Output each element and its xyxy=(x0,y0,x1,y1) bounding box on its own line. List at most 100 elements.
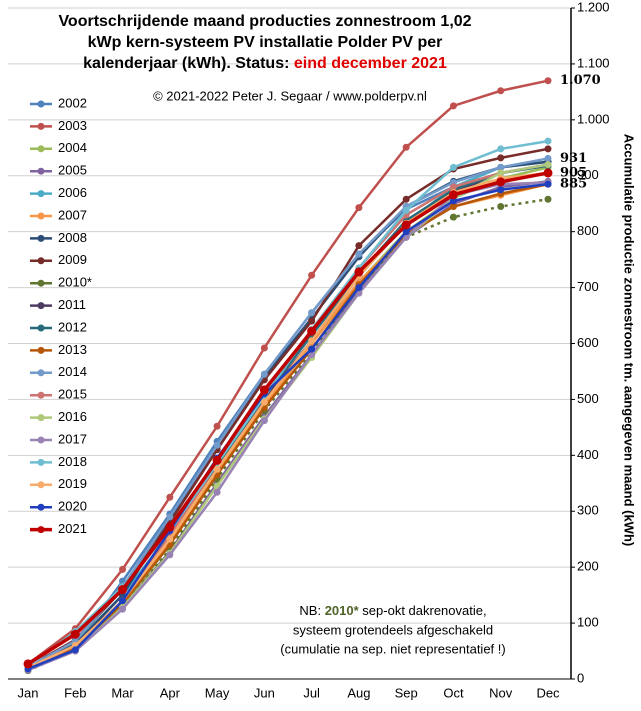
status: eind december 2021 xyxy=(294,55,447,72)
subtitle: © 2021-2022 Peter J. Segaar / www.polder… xyxy=(153,88,427,103)
data-point xyxy=(448,190,458,200)
data-point xyxy=(544,195,552,203)
legend-swatch xyxy=(37,324,45,332)
data-point xyxy=(543,168,553,178)
data-point xyxy=(118,585,128,595)
legend-label: 2014 xyxy=(58,364,87,379)
legend-label: 2003 xyxy=(58,118,87,133)
data-point xyxy=(544,145,552,153)
x-tick-label: Jul xyxy=(303,685,320,700)
legend-swatch xyxy=(37,167,45,175)
y-tick-label: 900 xyxy=(577,167,599,182)
note: NB: 2010* sep-okt dakrenovatie, xyxy=(299,603,486,618)
data-point xyxy=(308,351,316,359)
y-tick-label: 800 xyxy=(577,223,599,238)
chart-title: kalenderjaar (kWh). Status: xyxy=(83,55,294,72)
legend-swatch xyxy=(37,212,45,220)
note: NB: xyxy=(299,603,324,618)
legend-label: 2002 xyxy=(58,95,87,110)
data-point xyxy=(213,488,221,496)
data-point xyxy=(497,154,505,162)
series-line xyxy=(27,182,549,671)
y-tick-label: 100 xyxy=(577,615,599,630)
note-highlight: 2010* xyxy=(325,603,360,618)
data-point xyxy=(23,659,33,669)
legend-swatch xyxy=(37,503,45,511)
series-line xyxy=(27,182,549,671)
data-point xyxy=(449,183,457,191)
legend-label: 2008 xyxy=(58,230,87,245)
legend-label: 2010* xyxy=(58,275,92,290)
data-point xyxy=(166,513,174,521)
x-tick-label: May xyxy=(205,685,230,700)
y-tick-label: 500 xyxy=(577,391,599,406)
data-point xyxy=(119,565,127,573)
data-point xyxy=(259,385,269,395)
legend-swatch xyxy=(37,458,45,466)
data-point xyxy=(355,242,363,250)
data-point xyxy=(119,605,127,613)
data-point xyxy=(212,455,222,465)
x-tick-label: Dec xyxy=(536,685,560,700)
chart-title: kalenderjaar (kWh). Status: eind decembe… xyxy=(83,55,447,72)
x-tick-label: Oct xyxy=(443,685,464,700)
y-tick-label: 0 xyxy=(577,670,584,685)
value-label: 885 xyxy=(560,177,587,192)
y-tick-label: 300 xyxy=(577,503,599,518)
y-tick-label: 200 xyxy=(577,559,599,574)
data-point xyxy=(260,370,268,378)
y-axis-label: Accumulatie productie zonnestroom tm. aa… xyxy=(622,134,637,546)
series-line xyxy=(27,163,549,671)
legend-label: 2018 xyxy=(58,454,87,469)
series-line xyxy=(27,181,549,672)
series-line xyxy=(27,163,549,669)
series-line xyxy=(27,139,549,668)
legend-swatch xyxy=(37,369,45,377)
y-tick-label: 700 xyxy=(577,279,599,294)
series-line xyxy=(27,79,549,665)
legend-swatch xyxy=(37,414,45,422)
data-point xyxy=(449,163,457,171)
legend-swatch xyxy=(37,526,45,534)
legend-label: 2007 xyxy=(58,207,87,222)
x-tick-label: Feb xyxy=(64,685,86,700)
data-point xyxy=(401,220,411,230)
data-point xyxy=(449,102,457,110)
legend-swatch xyxy=(37,122,45,130)
legend-label: 2013 xyxy=(58,342,87,357)
x-tick-label: Jun xyxy=(254,685,275,700)
data-point xyxy=(544,137,552,145)
series-line xyxy=(27,164,549,669)
data-point xyxy=(449,197,457,205)
legend-label: 2011 xyxy=(58,297,86,312)
data-point xyxy=(497,163,505,171)
legend-label: 2017 xyxy=(58,431,87,446)
data-point xyxy=(544,77,552,85)
value-label: 905 xyxy=(560,165,587,180)
data-point xyxy=(496,177,506,187)
data-point xyxy=(260,398,268,406)
legend-swatch xyxy=(37,190,45,198)
legend-label: 2012 xyxy=(58,319,87,334)
chart-title: Voortschrijdende maand producties zonnes… xyxy=(58,13,471,30)
data-point xyxy=(70,629,80,639)
data-point xyxy=(71,646,79,654)
legend-label: 2005 xyxy=(58,163,87,178)
note: (cumulatie na sep. niet representatief !… xyxy=(280,641,505,656)
y-tick-label: 1.000 xyxy=(577,111,610,126)
data-point xyxy=(497,145,505,153)
data-point xyxy=(166,535,174,543)
x-tick-label: Aug xyxy=(347,685,370,700)
legend-swatch xyxy=(37,436,45,444)
data-point xyxy=(497,87,505,95)
x-tick-label: Nov xyxy=(489,685,513,700)
data-point xyxy=(308,271,316,279)
data-point xyxy=(213,441,221,449)
data-point xyxy=(307,326,317,336)
legend-swatch xyxy=(37,257,45,265)
data-point xyxy=(355,284,363,292)
data-point xyxy=(166,493,174,501)
data-point xyxy=(260,344,268,352)
y-tick-label: 1.100 xyxy=(577,55,610,70)
